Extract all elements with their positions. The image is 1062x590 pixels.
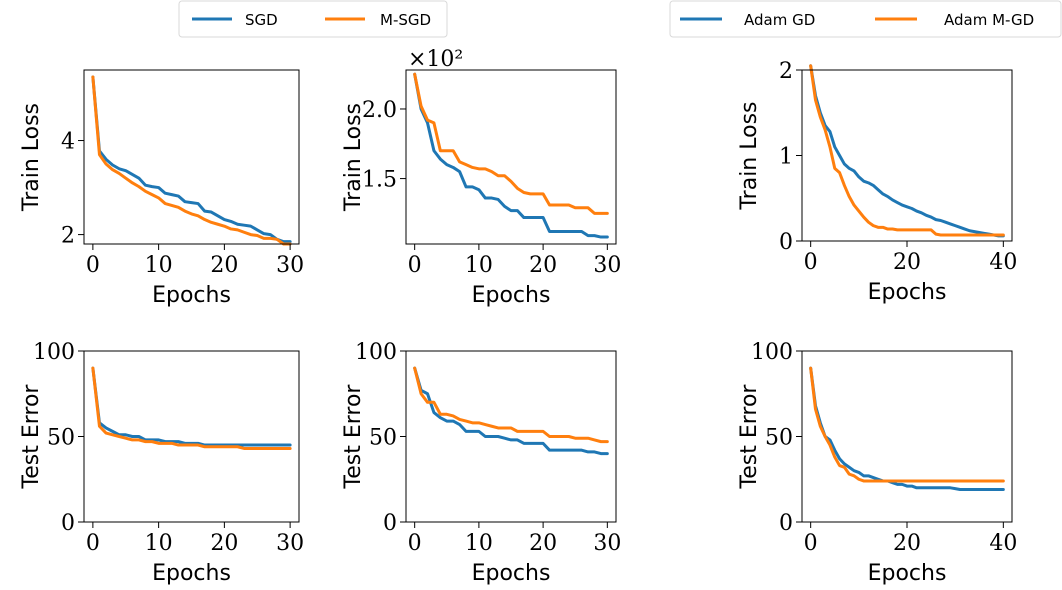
axes-frame — [405, 69, 617, 245]
x-tick-label: 10 — [465, 531, 493, 556]
series-line-orange — [809, 64, 1005, 237]
series-line-orange — [91, 366, 292, 450]
x-tick-label: 10 — [145, 253, 173, 278]
subplot-5: 0 10 20 30 0 50 100 Epochs Test Error — [341, 340, 621, 586]
series-line-blue — [91, 75, 292, 244]
y-tick-label: 0 — [61, 511, 75, 536]
y-tick-label: 50 — [369, 426, 397, 451]
x-axis-label: Epochs — [868, 280, 947, 305]
subplot-2: 0 10 20 30 1.5 2.0 Epochs Train Loss ×10² — [341, 47, 621, 308]
series-line-blue — [91, 366, 292, 447]
x-tick-label: 30 — [593, 253, 621, 278]
y-axis-label: Train Loss — [341, 103, 366, 212]
legend-label-msgd: M-SGD — [380, 11, 431, 29]
y-tick-label: 2 — [779, 59, 793, 84]
y-tick-label: 1.5 — [362, 168, 397, 193]
axes-frame — [801, 350, 1013, 523]
x-axis-label: Epochs — [868, 561, 947, 586]
y-tick-label: 100 — [751, 340, 793, 365]
subplot-4: 0 10 20 30 0 50 100 Epochs Test Error — [19, 340, 304, 586]
y-axis-label: Test Error — [341, 384, 366, 490]
legend-left: SGD M-SGD — [178, 0, 448, 38]
y-tick-label: 100 — [355, 340, 397, 365]
y-tick-label: 4 — [61, 130, 75, 155]
series-line-orange — [809, 366, 1005, 483]
y-axis-label: Test Error — [19, 384, 44, 490]
series-line-blue — [809, 366, 1005, 492]
y-tick-label: 0 — [779, 230, 793, 255]
subplot-6: 0 20 40 0 50 100 Epochs Test Error — [737, 340, 1017, 586]
x-tick-label: 40 — [989, 531, 1017, 556]
y-axis-label: Train Loss — [737, 101, 762, 210]
x-tick-label: 20 — [529, 531, 557, 556]
y-tick-label: 50 — [765, 426, 793, 451]
subplot-1: 0 10 20 30 2 4 Epochs Train Loss — [19, 69, 304, 308]
x-axis-label: Epochs — [152, 561, 231, 586]
legend-label-adam-gd: Adam GD — [744, 11, 815, 29]
x-tick-label: 0 — [408, 253, 422, 278]
legend-label-adam-mgd: Adam M-GD — [944, 11, 1034, 29]
y-tick-label: 50 — [47, 426, 75, 451]
y-axis-label: Train Loss — [19, 103, 44, 212]
y-tick-label: 0 — [383, 511, 397, 536]
y-tick-label: 0 — [779, 511, 793, 536]
x-tick-label: 40 — [989, 250, 1017, 275]
axes-frame — [801, 69, 1013, 242]
x-tick-label: 20 — [893, 250, 921, 275]
x-tick-label: 0 — [804, 250, 818, 275]
x-tick-label: 0 — [86, 253, 100, 278]
x-tick-label: 20 — [529, 253, 557, 278]
y-axis-label: Test Error — [737, 384, 762, 490]
x-tick-label: 10 — [465, 253, 493, 278]
axes-frame — [405, 350, 617, 523]
x-tick-label: 20 — [210, 531, 238, 556]
axes-frame — [83, 69, 300, 245]
y-tick-label: 1 — [779, 145, 793, 170]
subplot-3: 0 20 40 0 1 2 Epochs Train Loss — [737, 59, 1017, 305]
series-line-blue — [809, 64, 1005, 238]
series-line-blue — [413, 72, 609, 239]
x-tick-label: 30 — [276, 253, 304, 278]
series-line-orange — [413, 72, 609, 215]
x-tick-label: 0 — [86, 531, 100, 556]
legend-label-sgd: SGD — [245, 11, 278, 29]
legend-right: Adam GD Adam M-GD — [669, 0, 1062, 38]
y-axis-multiplier: ×10² — [408, 47, 463, 72]
x-tick-label: 10 — [145, 531, 173, 556]
x-axis-label: Epochs — [472, 561, 551, 586]
x-tick-label: 30 — [593, 531, 621, 556]
x-tick-label: 0 — [804, 531, 818, 556]
y-tick-label: 100 — [33, 340, 75, 365]
x-tick-label: 20 — [210, 253, 238, 278]
y-tick-label: 2.0 — [362, 98, 397, 123]
series-line-orange — [91, 75, 292, 246]
x-tick-label: 30 — [276, 531, 304, 556]
x-tick-label: 20 — [893, 531, 921, 556]
x-tick-label: 0 — [408, 531, 422, 556]
x-axis-label: Epochs — [472, 283, 551, 308]
series-line-orange — [413, 366, 609, 444]
x-axis-label: Epochs — [152, 283, 231, 308]
series-line-blue — [413, 366, 609, 456]
y-tick-label: 2 — [61, 224, 75, 249]
